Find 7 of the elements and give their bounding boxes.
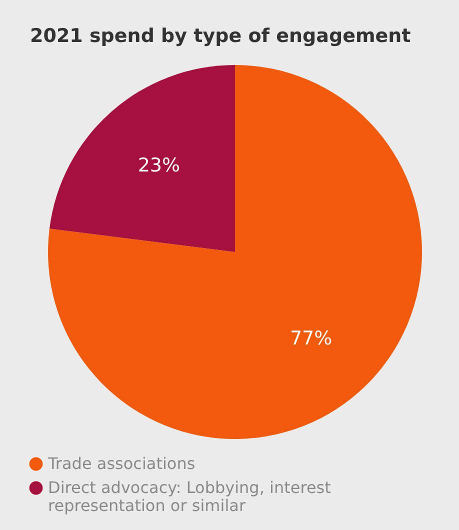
pie-slice	[48, 65, 422, 439]
chart-title: 2021 spend by type of engagement	[30, 25, 411, 47]
data-label: 23%	[138, 154, 180, 177]
pie-slice	[49, 65, 235, 252]
data-label: 77%	[290, 327, 332, 350]
legend-label: Trade associations	[47, 454, 196, 473]
legend-label: Direct advocacy: Lobbying, interest representation or similar	[48, 478, 331, 515]
